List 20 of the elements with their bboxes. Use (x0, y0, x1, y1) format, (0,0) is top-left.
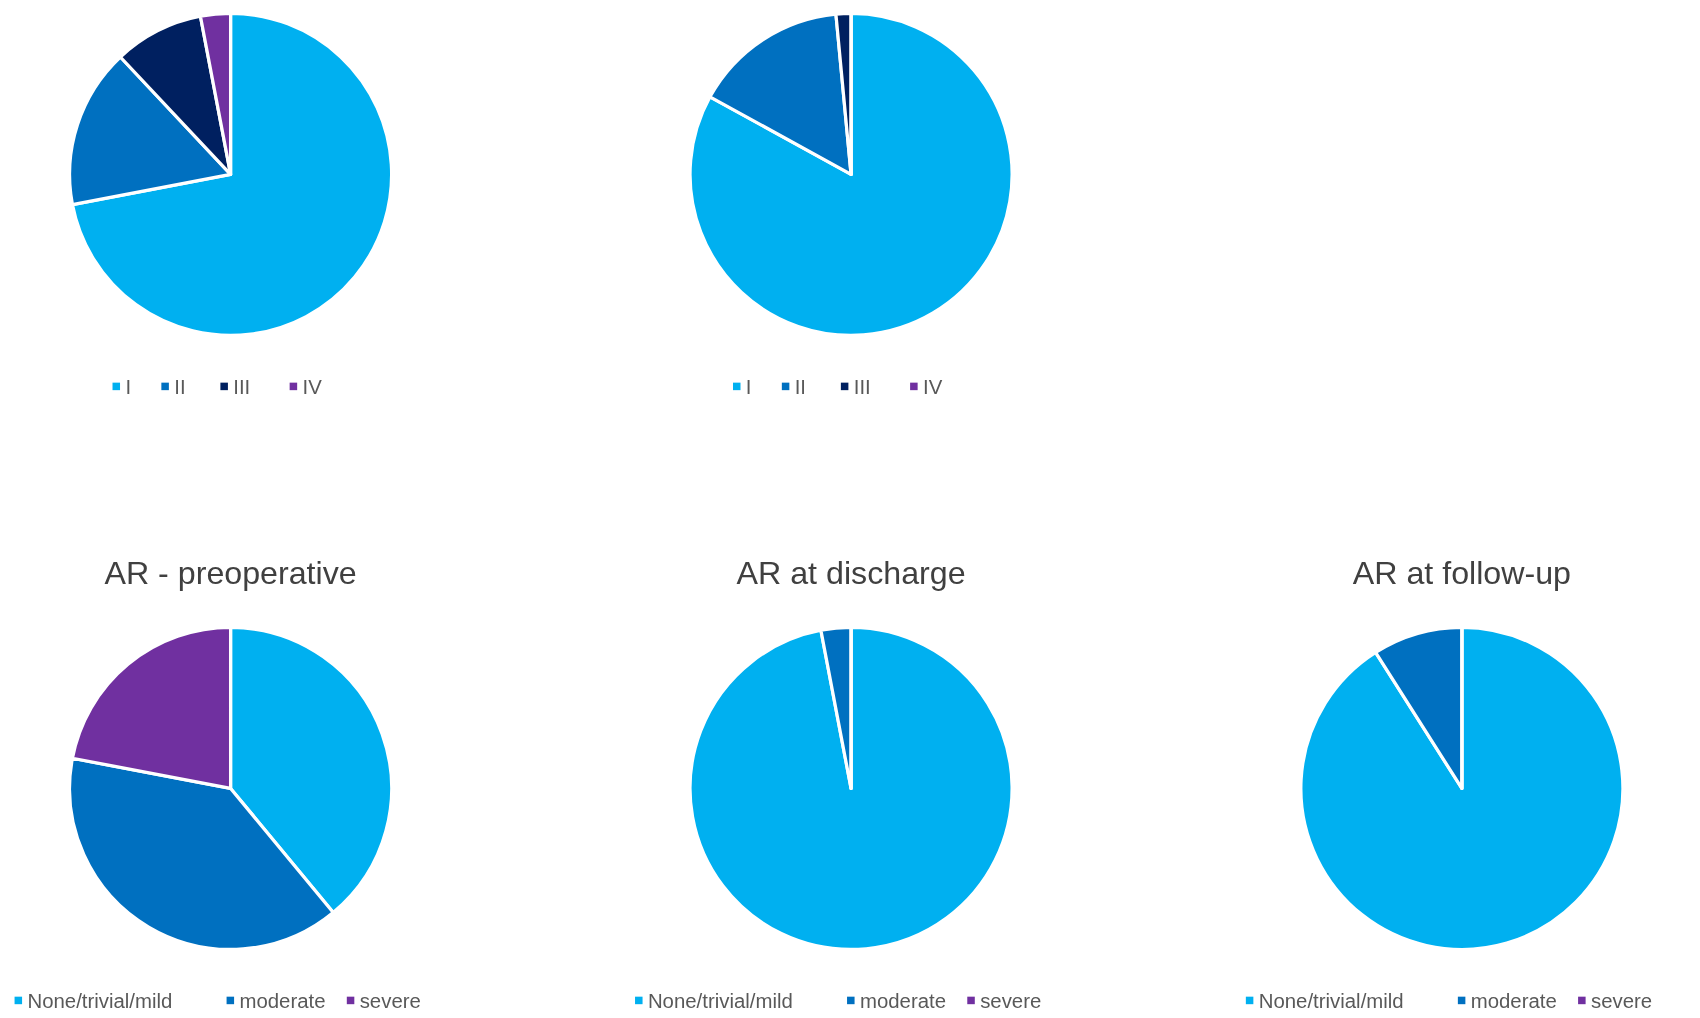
legend-label: I (125, 376, 132, 399)
chart-title: AR at discharge (736, 555, 966, 592)
chart-title: AR - preoperative (104, 555, 357, 592)
legend-label: I (745, 376, 752, 399)
chart-title: AR at follow-up (1352, 555, 1572, 592)
legend-label: IV (302, 376, 323, 399)
legend-label: II (794, 376, 807, 399)
legend-label: II (174, 376, 186, 399)
legend-label: moderate (239, 990, 326, 1013)
legend-label: severe (359, 990, 421, 1013)
legend-label: severe (1590, 990, 1653, 1013)
legend-label: moderate (1470, 990, 1557, 1013)
legend-label: None/trivial/mild (1258, 990, 1404, 1013)
legend-label: III (233, 376, 251, 399)
legend-label: severe (980, 990, 1042, 1013)
legend-label: III (853, 376, 871, 399)
legend-label: None/trivial/mild (647, 990, 793, 1013)
legend-label: moderate (859, 990, 947, 1013)
legend-label: IV (923, 376, 943, 399)
legend-label: None/trivial/mild (27, 990, 173, 1013)
